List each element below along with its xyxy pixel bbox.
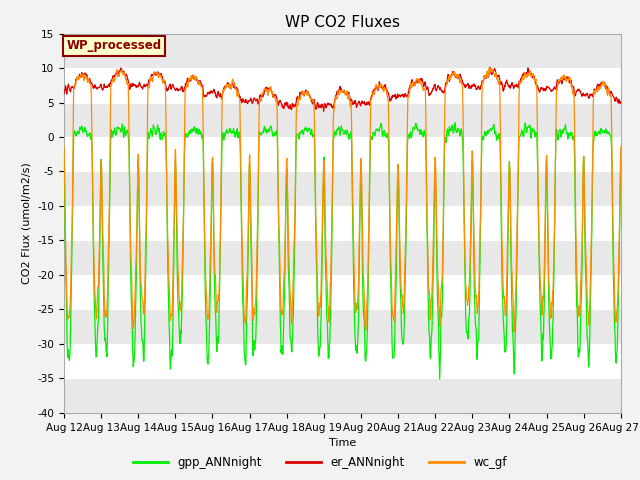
Bar <box>64 171 621 206</box>
Bar <box>64 137 621 171</box>
Bar <box>64 275 621 310</box>
Legend: gpp_ANNnight, er_ANNnight, wc_gf: gpp_ANNnight, er_ANNnight, wc_gf <box>128 452 512 474</box>
X-axis label: Time: Time <box>329 438 356 448</box>
Y-axis label: CO2 Flux (umol/m2/s): CO2 Flux (umol/m2/s) <box>22 162 32 284</box>
Bar <box>64 240 621 275</box>
Bar <box>64 68 621 103</box>
Bar <box>64 206 621 240</box>
Text: WP_processed: WP_processed <box>67 39 162 52</box>
Bar <box>64 34 621 68</box>
Bar <box>64 378 621 413</box>
Bar <box>64 344 621 378</box>
Bar <box>64 103 621 137</box>
Title: WP CO2 Fluxes: WP CO2 Fluxes <box>285 15 400 30</box>
Bar <box>64 310 621 344</box>
